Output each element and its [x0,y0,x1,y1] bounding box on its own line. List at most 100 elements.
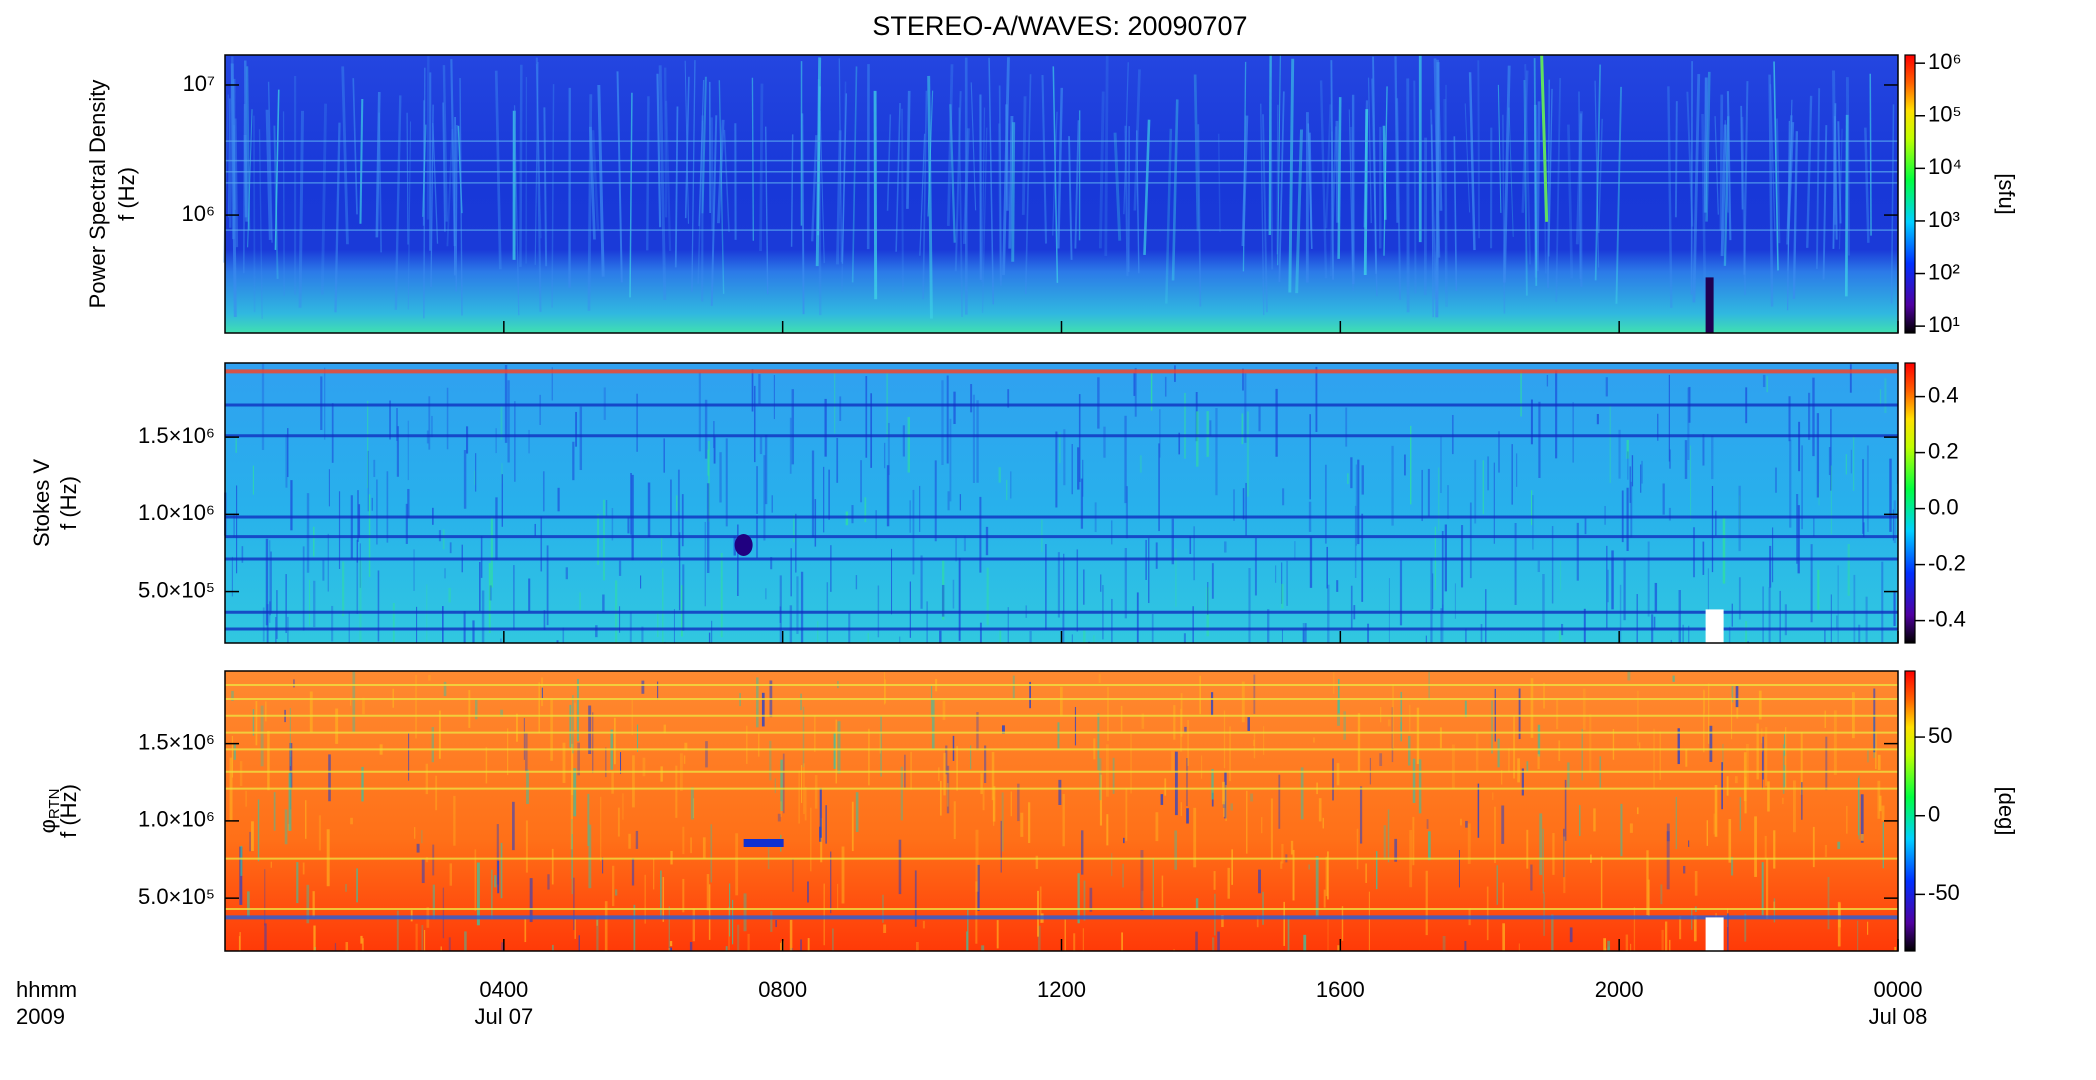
texture [1330,60,1334,280]
colorbar-tick-label: 0 [1928,802,1940,827]
texture [1533,104,1538,278]
colorbar-tick-label: 10¹ [1928,312,1960,337]
texture [1052,111,1058,236]
texture [320,103,327,295]
texture [1124,125,1129,277]
colorbar-tick-label: 0.2 [1928,438,1959,463]
texture [906,90,911,209]
texture [273,125,279,279]
texture [1260,103,1265,316]
texture [591,130,600,230]
texture [759,83,764,252]
colorbar-tick-label: 0.0 [1928,494,1959,519]
texture [407,121,412,310]
texture [1443,98,1449,307]
y-tick-label: 5.0×10⁵ [138,577,215,602]
x-tick-label: 1200 [1037,977,1086,1002]
texture [1536,101,1541,272]
texture [597,84,605,277]
texture [710,117,714,231]
texture [815,57,822,267]
colorbar-tick-label: -0.4 [1928,606,1966,631]
y-axis-label-subscript: RTN [46,789,63,820]
texture [1575,111,1583,245]
texture [1838,128,1843,250]
texture [230,63,237,317]
texture [629,92,633,298]
texture [1133,69,1141,211]
colorbar-tick-label: 0.4 [1928,382,1959,407]
texture [446,128,454,247]
texture [710,115,718,306]
texture [1171,99,1179,281]
colorbar-tick-label: -0.2 [1928,550,1966,575]
texture [1394,56,1399,223]
y-axis-label-symbol: φ [35,819,60,833]
texture [1674,101,1678,218]
texture [1701,113,1707,300]
y-axis-label: f (Hz) [56,784,81,838]
texture [734,534,753,556]
y-axis-label: Power Spectral Density [85,80,110,309]
texture [341,66,349,245]
texture [1740,105,1744,210]
texture [1165,128,1173,304]
colorbar [1904,54,1916,334]
texture [1720,124,1727,257]
texture [1372,56,1378,274]
texture [1325,104,1332,229]
texture [1822,125,1828,280]
y-axis-label: φRTN [35,789,63,834]
texture [1692,74,1701,303]
texture [1864,127,1870,243]
texture [1743,81,1749,275]
texture [841,93,847,264]
texture [718,80,725,294]
texture [1703,77,1708,213]
texture [970,82,977,211]
x-axis-label: 2009 [16,1004,65,1029]
texture [1502,65,1511,283]
texture [543,107,548,267]
texture [751,77,755,241]
texture [1555,77,1562,302]
texture [1792,131,1799,299]
texture [895,103,901,252]
y-axis-label: f (Hz) [56,476,81,530]
texture [1193,74,1200,232]
colorbar-tick-label: -50 [1928,880,1960,905]
y-axis-label: f (Hz) [114,167,139,221]
texture [535,64,542,239]
texture [513,105,520,316]
texture [1869,73,1872,236]
texture [949,104,956,243]
texture [958,107,963,318]
texture [587,94,593,311]
texture [819,110,825,264]
texture [1011,122,1016,262]
texture [1705,71,1711,222]
texture [1768,74,1774,307]
texture [1363,109,1369,275]
spectrogram [225,671,1898,951]
texture [1844,114,1849,297]
texture [1295,129,1304,294]
x-tick-label: 2000 [1595,977,1644,1002]
texture [242,104,246,274]
texture [1041,74,1048,244]
texture [442,102,446,232]
texture [1567,124,1574,279]
texture [244,60,248,218]
spectrogram-background [225,671,1898,951]
texture [274,89,280,250]
texture [265,109,272,240]
texture [616,71,623,283]
colorbar-tick-label: 10³ [1928,207,1960,232]
texture [988,57,995,305]
texture [851,66,858,283]
texture [253,115,256,313]
texture [1845,77,1850,256]
texture [455,125,458,292]
texture [1262,114,1268,313]
